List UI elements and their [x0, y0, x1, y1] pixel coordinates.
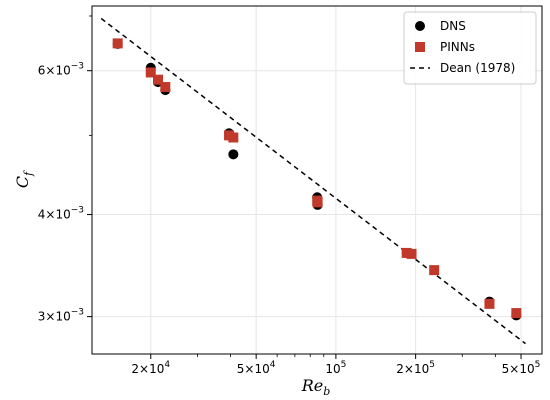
- pinns-point: [406, 248, 417, 259]
- axis-ticks: 2×104 5×104 105 2×105 5×105 3×10−3 4×10−3 6×10−…: [38, 15, 541, 376]
- pinns-point: [511, 308, 522, 319]
- legend-label-dean-1978: Dean (1978): [440, 61, 515, 75]
- pinns-point: [429, 265, 440, 276]
- plot-frame: [91, 5, 543, 355]
- legend: DNS PINNs Dean (1978): [403, 11, 537, 85]
- x-tick-label: 5×104: [237, 360, 276, 376]
- data-markers: [112, 38, 522, 321]
- x-tick-label: 2×104: [131, 360, 170, 376]
- legend-label-dns: DNS: [440, 19, 466, 33]
- x-tick-label: 2×105: [396, 360, 435, 376]
- y-axis-label: Cf: [13, 170, 35, 188]
- legend-swatch-pinns: [415, 42, 425, 52]
- y-tick-label: 4×10−3: [38, 206, 84, 222]
- x-tick-label: 105: [325, 360, 346, 376]
- dns-point: [228, 149, 239, 160]
- pinns-point: [228, 132, 239, 143]
- pinns-point: [112, 38, 123, 49]
- reference-lines: [100, 17, 526, 345]
- dean-1978-line: [100, 17, 526, 345]
- legend-box: [403, 11, 537, 85]
- pinns-point: [145, 67, 156, 78]
- x-axis-label: Reb: [301, 376, 331, 398]
- pinns-point: [153, 74, 164, 85]
- legend-swatch-dns: [415, 21, 425, 31]
- legend-label-pinns: PINNs: [440, 40, 475, 54]
- y-tick-label: 6×10−3: [38, 62, 84, 78]
- pinns-point: [484, 298, 495, 309]
- x-tick-label: 5×105: [502, 360, 541, 376]
- pinns-point: [312, 197, 323, 208]
- y-tick-label: 3×10−3: [38, 308, 84, 324]
- pinns-point: [160, 82, 171, 93]
